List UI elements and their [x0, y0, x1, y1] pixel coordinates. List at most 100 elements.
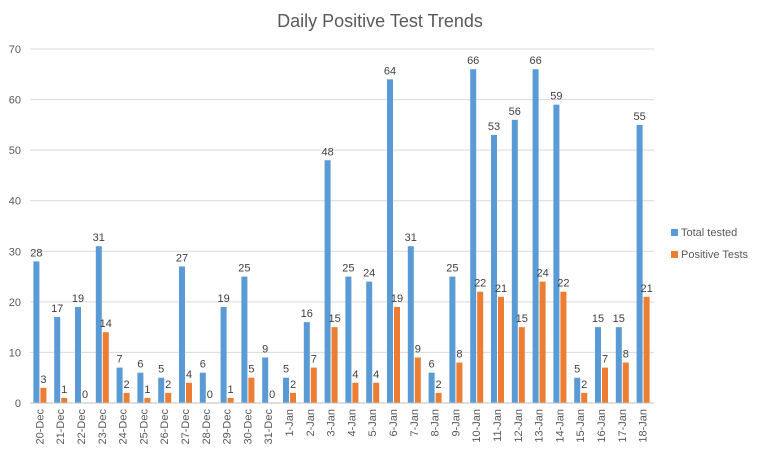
data-label-total-tested: 31 — [93, 232, 105, 244]
y-tick-label: 10 — [9, 347, 21, 359]
legend-label-total-tested: Total tested — [681, 227, 737, 239]
data-label-positive-tests: 22 — [557, 278, 569, 290]
bar-total-tested — [303, 322, 310, 403]
y-tick-label: 30 — [9, 246, 21, 258]
x-tick-label: 13-Jan — [534, 409, 546, 443]
bar-total-tested — [387, 79, 393, 403]
x-tick-label: 27-Dec — [180, 409, 192, 445]
data-label-positive-tests: 24 — [536, 268, 548, 280]
data-label-positive-tests: 22 — [474, 278, 486, 290]
bar-total-tested — [595, 327, 601, 403]
data-label-positive-tests: 0 — [207, 389, 213, 401]
bar-total-tested — [324, 160, 331, 403]
bar-total-tested — [220, 306, 227, 403]
x-tick-label: 12-Jan — [513, 409, 525, 443]
x-tick-label: 20-Dec — [34, 409, 46, 445]
bar-positive-tests — [290, 392, 296, 403]
bar-total-tested — [470, 69, 477, 403]
data-label-total-tested: 64 — [384, 65, 396, 77]
data-label-total-tested: 59 — [550, 91, 562, 103]
data-label-positive-tests: 8 — [623, 349, 629, 361]
y-tick-label: 60 — [9, 95, 21, 107]
data-label-positive-tests: 19 — [391, 293, 403, 305]
bar-total-tested — [199, 372, 206, 403]
bar-total-tested — [95, 246, 102, 403]
bar-total-tested — [428, 372, 435, 403]
data-label-positive-tests: 2 — [581, 379, 587, 391]
bar-positive-tests — [352, 382, 359, 403]
data-label-total-tested: 25 — [446, 263, 458, 275]
x-tick-label: 23-Dec — [97, 409, 109, 445]
data-label-positive-tests: 9 — [415, 343, 421, 355]
bar-positive-tests — [456, 362, 463, 403]
x-tick-label: 25-Dec — [138, 409, 150, 445]
data-label-total-tested: 5 — [574, 364, 580, 376]
x-tick-label: 24-Dec — [118, 409, 130, 445]
data-label-total-tested: 5 — [283, 364, 289, 376]
x-tick-label: 15-Jan — [575, 409, 587, 443]
data-label-positive-tests: 2 — [290, 379, 296, 391]
data-label-positive-tests: 4 — [352, 369, 358, 381]
legend-label-positive-tests: Positive Tests — [681, 249, 749, 261]
bar-total-tested — [574, 377, 581, 403]
bar-positive-tests — [331, 327, 338, 403]
data-label-total-tested: 17 — [51, 303, 63, 315]
bar-positive-tests — [518, 327, 525, 403]
data-label-total-tested: 16 — [301, 308, 313, 320]
data-label-total-tested: 25 — [238, 263, 250, 275]
bar-positive-tests — [581, 392, 588, 403]
data-label-positive-tests: 1 — [61, 384, 67, 396]
data-label-total-tested: 19 — [72, 293, 84, 305]
data-label-positive-tests: 21 — [495, 283, 507, 295]
gridlines — [30, 48, 654, 353]
x-tick-label: 17-Jan — [617, 409, 629, 443]
bar-positive-tests — [435, 392, 442, 403]
y-tick-label: 20 — [9, 297, 21, 309]
bars: 2831711903114726152274601912559052167481… — [30, 55, 653, 404]
x-tick-label: 30-Dec — [242, 409, 254, 445]
x-tick-label: 26-Dec — [159, 409, 171, 445]
bar-positive-tests — [477, 291, 484, 403]
bar-positive-tests — [144, 397, 151, 403]
data-label-positive-tests: 4 — [373, 369, 379, 381]
y-tick-label: 40 — [9, 196, 21, 208]
bar-total-tested — [262, 357, 269, 403]
bar-total-tested — [553, 104, 560, 403]
data-label-positive-tests: 2 — [436, 379, 442, 391]
x-tick-label: 10-Jan — [471, 409, 483, 443]
data-label-positive-tests: 1 — [228, 384, 234, 396]
x-tick-label: 11-Jan — [492, 409, 504, 442]
bar-positive-tests — [186, 382, 192, 403]
x-tick-label: 31-Dec — [263, 409, 275, 445]
bar-total-tested — [75, 306, 81, 403]
x-tick-label: 8-Jan — [430, 409, 442, 437]
bar-positive-tests — [61, 397, 68, 403]
bar-total-tested — [345, 276, 352, 403]
data-label-total-tested: 6 — [429, 359, 435, 371]
data-label-total-tested: 48 — [321, 146, 333, 158]
data-label-total-tested: 6 — [200, 359, 206, 371]
x-tick-label: 9-Jan — [450, 409, 462, 437]
bar-total-tested — [179, 266, 185, 403]
bar-total-tested — [137, 372, 144, 403]
data-label-positive-tests: 15 — [328, 313, 340, 325]
data-label-positive-tests: 0 — [269, 389, 275, 401]
bar-total-tested — [511, 119, 518, 404]
data-label-positive-tests: 2 — [124, 379, 130, 391]
x-tick-label: 16-Jan — [596, 409, 608, 443]
x-tick-label: 28-Dec — [201, 409, 213, 445]
data-label-total-tested: 25 — [342, 263, 354, 275]
data-label-positive-tests: 0 — [82, 389, 88, 401]
chart-title: Daily Positive Test Trends — [277, 11, 483, 31]
data-label-positive-tests: 7 — [311, 354, 317, 366]
bar-total-tested — [407, 246, 414, 403]
bar-positive-tests — [394, 306, 400, 403]
bar-total-tested — [116, 367, 123, 403]
bar-positive-tests — [539, 281, 546, 403]
x-tick-label: 4-Jan — [346, 409, 358, 437]
x-tick-label: 5-Jan — [367, 409, 379, 437]
data-label-positive-tests: 4 — [186, 369, 192, 381]
data-label-total-tested: 24 — [363, 268, 375, 280]
bar-total-tested — [54, 317, 61, 403]
